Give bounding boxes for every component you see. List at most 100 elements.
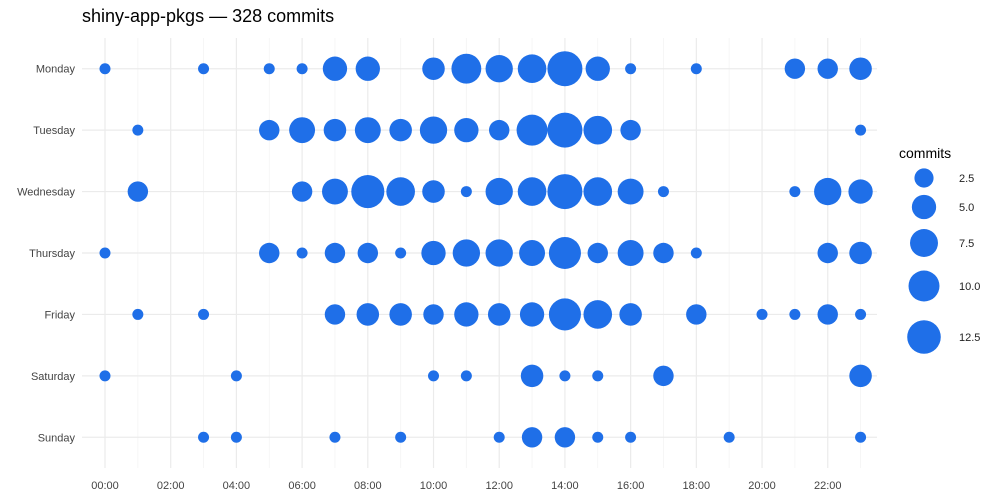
commit-bubble [855, 124, 867, 136]
commit-bubble [421, 240, 446, 266]
commit-bubble [653, 242, 674, 264]
legend-key-label: 12.5 [959, 332, 980, 344]
commit-bubble [132, 124, 144, 136]
commit-bubble [519, 302, 545, 327]
commit-bubble [547, 51, 583, 87]
commit-bubble [617, 240, 644, 266]
commit-bubble [422, 57, 445, 80]
commit-bubble [489, 119, 510, 141]
commit-bubble [460, 370, 472, 382]
commit-bubble [784, 58, 806, 79]
commit-bubble [132, 308, 144, 320]
legend-key-bubble [911, 194, 937, 220]
commit-bubble [520, 364, 544, 388]
commit-bubble [592, 370, 604, 382]
commit-bubble [657, 186, 669, 198]
commit-bubble [395, 431, 407, 443]
commit-bubble [127, 181, 149, 202]
legend-key-bubble [908, 270, 940, 302]
commit-bubble [389, 303, 412, 326]
commit-bubble [723, 431, 735, 443]
legend-key-bubble [914, 168, 934, 188]
y-tick-label: Saturday [31, 371, 76, 383]
commit-bubble [789, 186, 801, 198]
x-tick-label: 20:00 [748, 480, 776, 492]
x-tick-label: 10:00 [420, 480, 448, 492]
commit-bubble [592, 431, 604, 443]
commit-bubble [548, 236, 581, 270]
commit-bubble [485, 55, 513, 83]
commit-bubble [690, 63, 702, 75]
commit-bubble [460, 186, 472, 198]
commit-bubble [291, 181, 313, 202]
commit-bubble [289, 117, 316, 144]
commit-bubble [585, 56, 610, 81]
x-tick-label: 08:00 [354, 480, 382, 492]
plot-points [99, 51, 873, 448]
commit-bubble [485, 177, 513, 206]
commit-bubble [322, 178, 348, 205]
commit-bubble [423, 304, 444, 325]
commit-bubble [849, 364, 872, 388]
commit-bubble [354, 117, 381, 144]
y-tick-label: Friday [44, 309, 75, 321]
commit-bubble [521, 427, 543, 448]
commit-bubble [296, 247, 308, 259]
x-tick-label: 22:00 [814, 480, 842, 492]
commit-bubble [259, 119, 280, 141]
commit-bubble [322, 56, 348, 81]
commit-bubble [419, 116, 448, 144]
commit-bubble [619, 303, 642, 326]
commit-bubble [686, 304, 707, 325]
commit-bubble [296, 63, 308, 75]
x-tick-label: 12:00 [485, 480, 513, 492]
commit-bubble [817, 242, 838, 264]
commit-bubble [230, 370, 242, 382]
commit-bubble [756, 308, 768, 320]
legend-key-bubble [907, 320, 941, 354]
commit-bubble [855, 308, 867, 320]
commit-bubble [329, 431, 341, 443]
commit-bubble [451, 53, 482, 84]
commit-bubble [517, 177, 547, 206]
x-tick-label: 04:00 [223, 480, 251, 492]
commit-bubble [428, 370, 440, 382]
commit-bubble [99, 63, 111, 75]
commit-bubble [583, 115, 613, 145]
commit-bubble [547, 174, 583, 210]
legend-key-label: 2.5 [959, 173, 974, 185]
commit-bubble [357, 242, 379, 264]
legend-key-label: 7.5 [959, 238, 974, 250]
y-tick-label: Tuesday [33, 125, 75, 137]
commit-bubble [324, 304, 346, 325]
commit-bubble [454, 117, 479, 143]
commit-bubble [198, 63, 210, 75]
commit-bubble [625, 431, 637, 443]
commit-bubble [389, 118, 412, 142]
commit-bubble [583, 177, 613, 206]
size-legend: commits 2.5 5.0 7.5 10.0 12.5 [899, 145, 980, 354]
x-tick-label: 18:00 [683, 480, 711, 492]
commit-bubble [493, 431, 505, 443]
commit-bubble [789, 308, 801, 320]
y-tick-label: Monday [36, 64, 76, 76]
commit-bubble [516, 114, 548, 146]
commit-bubble [356, 303, 380, 326]
y-tick-label: Wednesday [17, 187, 75, 199]
y-tick-label: Thursday [29, 248, 75, 260]
x-axis-labels: 00:00 02:00 04:00 06:00 08:00 10:00 12:00 14:00… [91, 480, 841, 492]
commit-bubble [814, 177, 842, 206]
commit-bubble [548, 298, 581, 331]
commit-bubble [653, 365, 674, 387]
commit-bubble [355, 56, 380, 81]
commit-bubble [554, 427, 576, 448]
commit-bubble [99, 370, 111, 382]
legend-title: commits [899, 145, 951, 161]
commit-bubble [454, 302, 479, 327]
commit-bubble [559, 370, 571, 382]
commit-bubble [519, 240, 546, 266]
commit-bubble [848, 179, 873, 204]
commit-bubble [395, 247, 407, 259]
commit-bubble [587, 242, 608, 264]
